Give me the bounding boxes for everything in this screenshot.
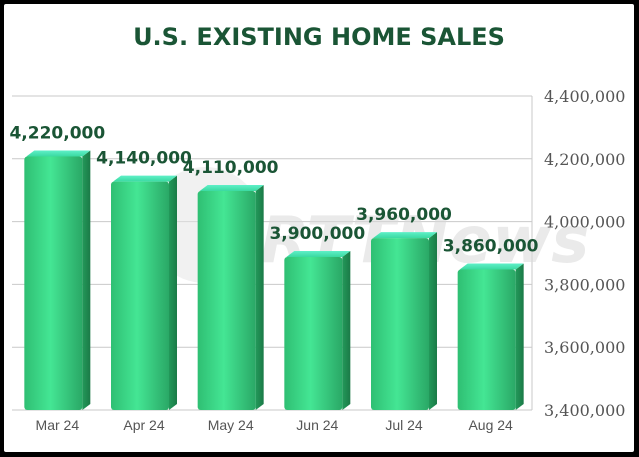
bar-side — [515, 263, 524, 410]
bar-side — [82, 150, 91, 410]
bar — [457, 263, 524, 410]
bar-front — [197, 191, 256, 410]
bar-top — [286, 251, 351, 257]
bar-side — [255, 185, 264, 410]
y-tick-label: 3,400,000 — [544, 401, 625, 420]
data-label: 3,900,000 — [269, 224, 365, 244]
bar-side — [429, 232, 437, 410]
x-tick-label: May 24 — [208, 417, 254, 433]
bar-top — [373, 232, 437, 239]
bar-front — [457, 269, 516, 410]
bar-front — [111, 181, 169, 410]
bar — [111, 175, 177, 410]
bar — [197, 185, 264, 410]
y-tick-label: 4,200,000 — [544, 150, 625, 169]
data-label: 3,960,000 — [356, 205, 452, 225]
x-tick-label: Jul 24 — [385, 417, 423, 433]
data-label: 4,110,000 — [183, 158, 279, 178]
gridlines — [12, 95, 533, 411]
y-axis-ticks: 3,400,000 3,600,000 3,800,000 4,000,000 4,20… — [544, 87, 625, 420]
y-tick-label: 4,400,000 — [544, 87, 625, 106]
bar-top — [113, 175, 177, 182]
bar-top — [199, 185, 264, 192]
bar-top — [459, 263, 524, 270]
bar-side — [342, 251, 351, 410]
data-label: 3,860,000 — [443, 237, 539, 257]
bar-top — [26, 150, 91, 157]
bar-front — [24, 156, 83, 410]
bar-front — [371, 238, 429, 410]
bar-side — [169, 175, 177, 410]
data-label: 4,220,000 — [9, 124, 105, 144]
bars — [24, 150, 524, 410]
bar — [284, 251, 351, 410]
bar — [371, 232, 437, 410]
x-tick-label: Aug 24 — [468, 417, 513, 433]
y-tick-label: 3,800,000 — [544, 275, 625, 294]
x-tick-label: Jun 24 — [296, 417, 338, 433]
y-tick-label: 3,600,000 — [544, 338, 625, 357]
chart-title: U.S. EXISTING HOME SALES — [133, 23, 505, 51]
bar-front — [284, 257, 343, 410]
bar — [24, 150, 91, 410]
x-axis-ticks: Mar 24 Apr 24 May 24 Jun 24 Jul 24 Aug 24 — [36, 417, 514, 433]
data-label: 4,140,000 — [96, 149, 192, 169]
y-tick-label: 4,000,000 — [544, 213, 625, 232]
x-tick-label: Mar 24 — [36, 417, 80, 433]
x-tick-label: Apr 24 — [123, 417, 164, 433]
